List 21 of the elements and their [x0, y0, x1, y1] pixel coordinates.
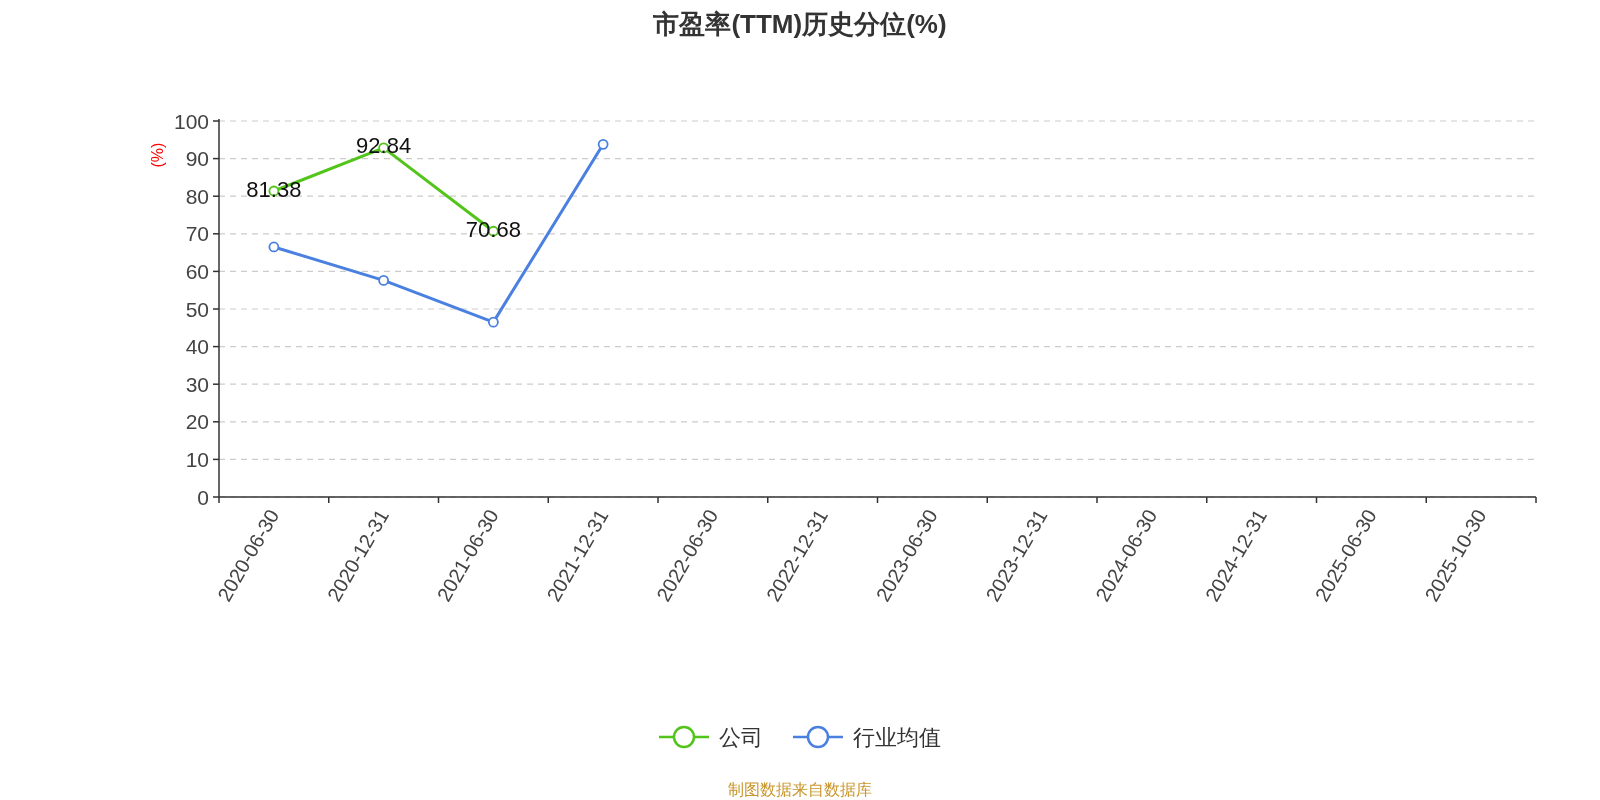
y-tick-label: 0	[197, 485, 209, 509]
data-label: 92.84	[356, 133, 412, 159]
chart-title: 市盈率(TTM)历史分位(%)	[652, 9, 947, 39]
y-axis-title: (%)	[148, 142, 166, 168]
legend-label: 行业均值	[853, 724, 941, 750]
y-tick-label: 30	[185, 372, 209, 396]
y-tick-label: 70	[185, 222, 209, 246]
y-tick-label: 50	[185, 297, 209, 321]
text: 制图数据来自数据库	[728, 780, 872, 798]
y-tick-label: 60	[185, 259, 209, 283]
y-tick-label: 100	[173, 109, 209, 133]
point	[487, 316, 499, 328]
y-tick-label: 80	[185, 184, 209, 208]
point	[378, 275, 390, 286]
legend-label: 公司	[719, 724, 763, 750]
y-tick-label: 90	[185, 147, 209, 171]
y-tick-label: 20	[185, 410, 209, 434]
point	[597, 138, 609, 150]
point	[268, 241, 280, 253]
y-tick-label: 10	[185, 447, 209, 471]
y-tick-label: 40	[185, 335, 209, 359]
